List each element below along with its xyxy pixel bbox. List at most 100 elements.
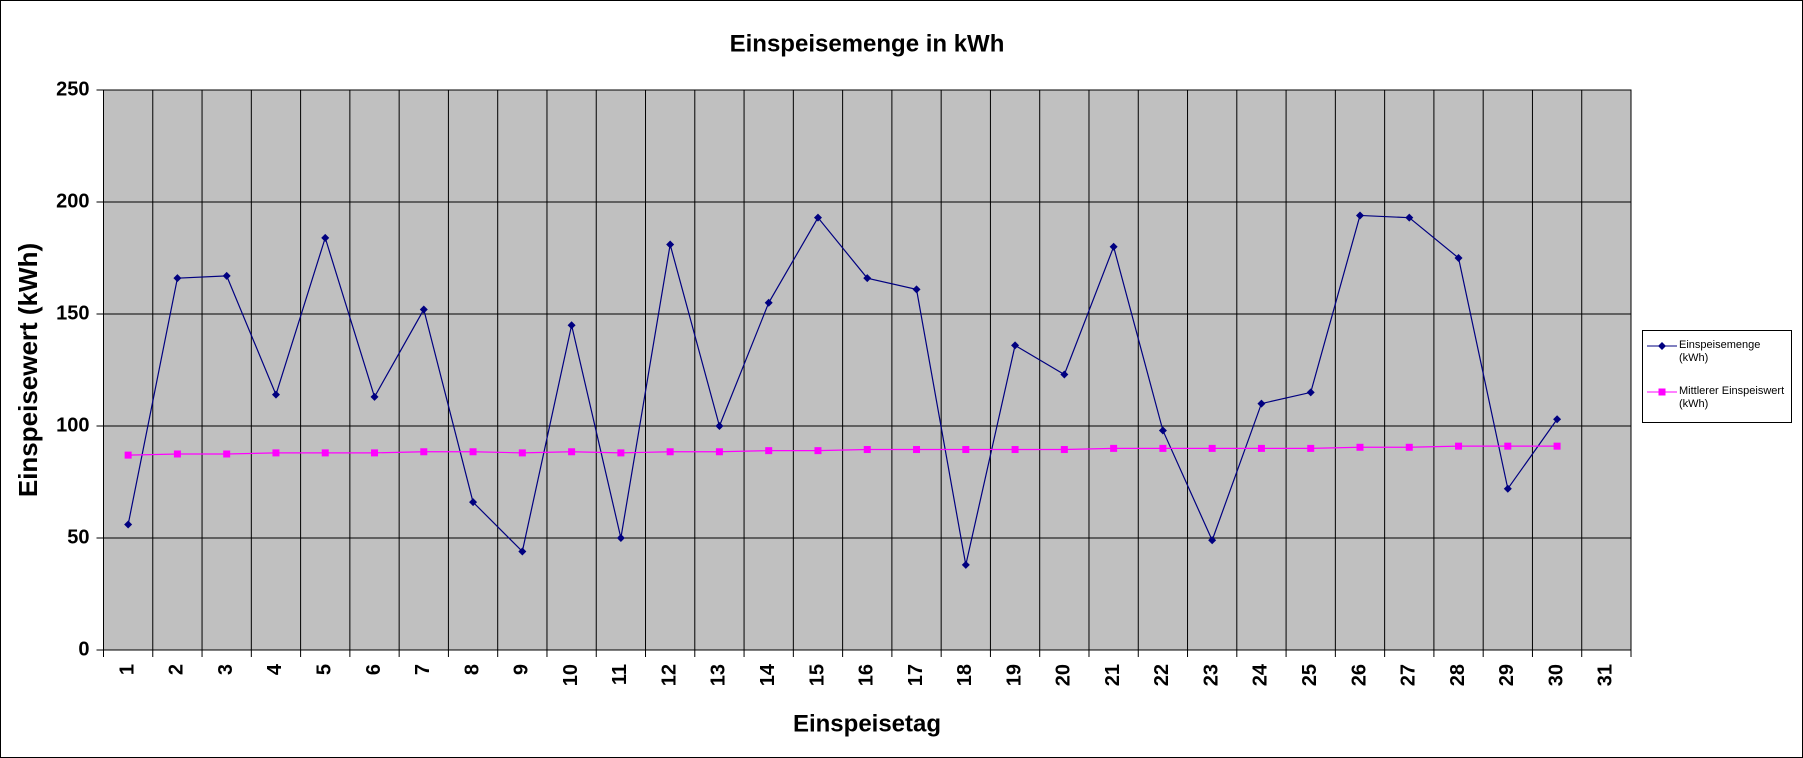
x-tick-label: 30 <box>1545 664 1567 686</box>
x-tick-label: 23 <box>1200 664 1222 686</box>
point <box>371 449 379 457</box>
x-tick-label: 29 <box>1496 664 1518 686</box>
point <box>173 450 181 458</box>
y-tick-label: 0 <box>78 638 89 660</box>
point <box>1060 446 1068 454</box>
point <box>124 451 132 459</box>
point <box>863 446 871 454</box>
x-tick-label: 9 <box>511 664 533 675</box>
chart-title: Einspeisemenge in kWh <box>730 30 1005 57</box>
point <box>223 450 231 458</box>
point <box>617 449 625 457</box>
x-tick-label: 21 <box>1102 664 1124 686</box>
legend-swatch <box>1647 388 1677 396</box>
x-tick-label: 25 <box>1299 664 1321 686</box>
point <box>962 446 970 454</box>
point <box>1110 444 1118 452</box>
x-tick-label: 17 <box>905 664 927 686</box>
legend-label: Einspeisemenge (kWh) <box>1679 339 1761 364</box>
point <box>1060 370 1069 379</box>
point <box>1158 426 1167 435</box>
x-tick-label: 14 <box>757 663 779 686</box>
point <box>1356 443 1364 451</box>
point <box>321 449 329 457</box>
point <box>1553 415 1562 424</box>
legend-swatch <box>1647 342 1677 350</box>
y-tick-label: 100 <box>56 414 89 436</box>
point <box>272 449 280 457</box>
point <box>568 448 576 456</box>
x-tick-label: 5 <box>314 664 336 675</box>
x-tick-label: 1 <box>116 664 138 675</box>
y-tick-label: 50 <box>67 526 89 548</box>
point <box>814 447 822 455</box>
point <box>765 447 773 455</box>
point <box>321 233 330 242</box>
point <box>863 274 872 283</box>
point <box>666 240 675 249</box>
y-tick-label: 150 <box>56 302 89 324</box>
point <box>912 285 921 294</box>
series-line <box>127 214 1558 566</box>
point <box>1208 536 1217 545</box>
point <box>616 534 625 542</box>
point <box>567 321 576 330</box>
point <box>1159 444 1167 452</box>
x-tick-label: 13 <box>708 664 730 686</box>
x-tick-label: 18 <box>954 664 976 686</box>
point <box>222 271 231 280</box>
x-tick-label: 16 <box>856 664 878 686</box>
legend: Einspeisemenge (kWh) Mittlerer Einspeiswe… <box>1642 330 1792 423</box>
x-tick-label: 22 <box>1151 664 1173 686</box>
point <box>1257 444 1265 452</box>
x-tick-label: 4 <box>264 663 286 675</box>
point <box>913 446 921 454</box>
point <box>420 448 428 456</box>
x-tick-label: 11 <box>609 664 631 685</box>
point <box>1307 444 1315 452</box>
point <box>1405 443 1413 451</box>
point <box>1355 211 1364 220</box>
point <box>1553 442 1561 450</box>
x-tick-label: 12 <box>658 664 680 686</box>
point <box>1503 484 1512 493</box>
point <box>370 392 379 401</box>
point <box>419 305 428 314</box>
x-tick-label: 24 <box>1250 663 1272 686</box>
x-tick-label: 8 <box>461 664 483 675</box>
point <box>1208 444 1216 452</box>
x-tick-label: 7 <box>412 664 434 675</box>
legend-label: Mittlerer Einspeiswert (kWh) <box>1679 385 1785 410</box>
x-tick-label: 27 <box>1398 664 1420 686</box>
x-tick-label: 3 <box>215 664 237 675</box>
x-tick-label: 26 <box>1348 664 1370 686</box>
point <box>1455 442 1463 450</box>
x-tick-label: 10 <box>560 664 582 686</box>
y-tick-label: 200 <box>56 190 89 212</box>
point <box>961 560 970 569</box>
x-tick-label: 15 <box>806 664 828 686</box>
point <box>124 520 133 529</box>
point <box>518 547 527 556</box>
plot-area <box>103 90 1631 650</box>
point <box>1504 442 1512 450</box>
point <box>1454 254 1463 262</box>
x-axis-label: Einspeisetag <box>793 710 941 737</box>
y-tick-label: 250 <box>56 78 89 100</box>
series-line <box>128 445 1558 456</box>
point <box>764 298 773 307</box>
point <box>469 498 478 507</box>
point <box>1011 446 1019 454</box>
plot-border <box>103 89 1632 651</box>
point <box>469 448 477 456</box>
point <box>1257 399 1266 408</box>
point <box>715 448 723 456</box>
point <box>1109 242 1118 251</box>
point <box>271 390 280 399</box>
point <box>1405 213 1414 222</box>
x-tick-label: 20 <box>1053 664 1075 686</box>
point <box>813 213 822 222</box>
y-axis-label: Einspeisewert (kWh) <box>13 243 43 497</box>
